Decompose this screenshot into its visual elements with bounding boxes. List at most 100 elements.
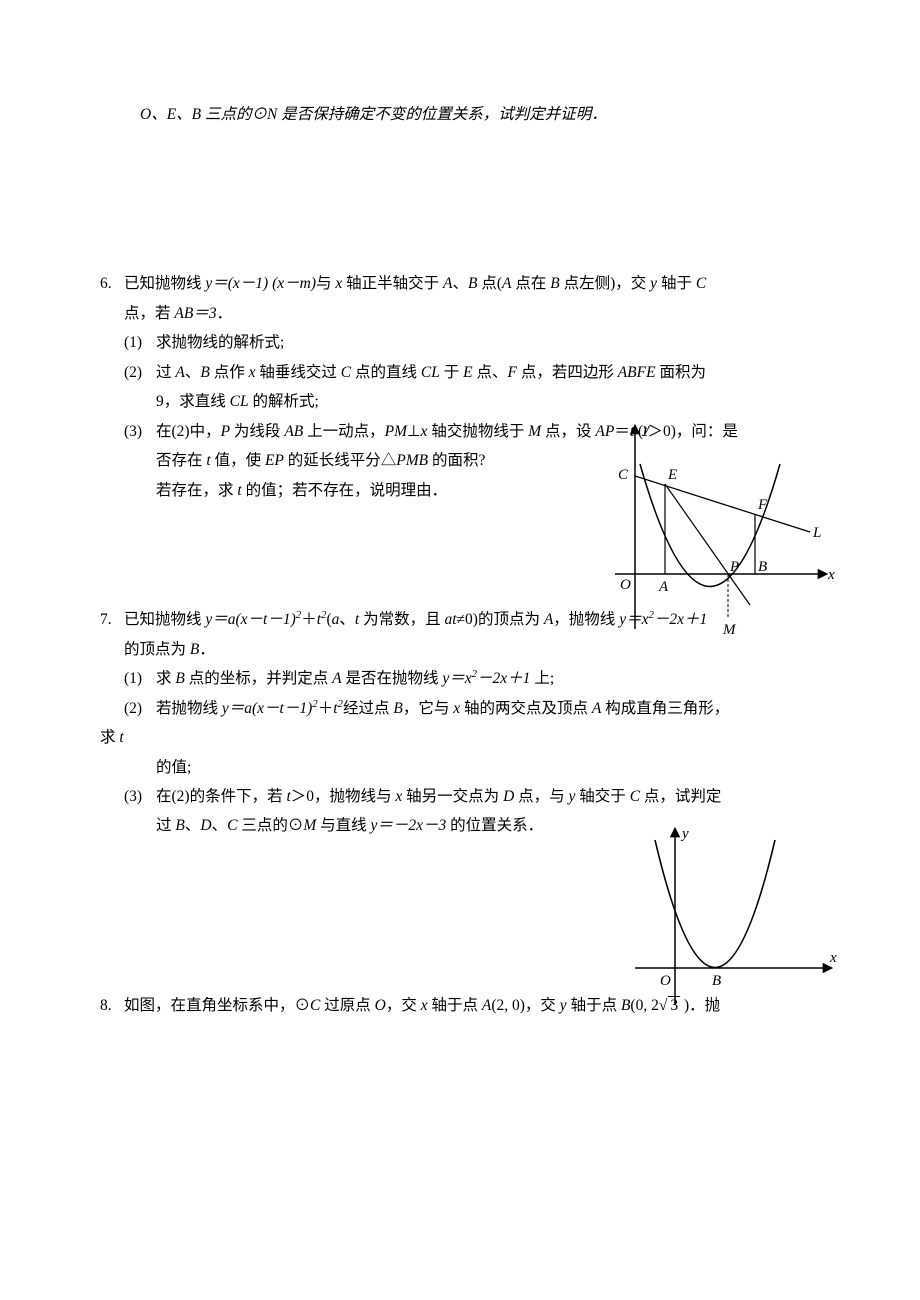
q7-part2-l1: (2) 若抛物线 y＝a(x－t－1)2＋t2经过点 B，它与 x 轴的两交点及… bbox=[124, 694, 820, 724]
sub-text: 求抛物线的解析式; bbox=[156, 328, 820, 357]
t: )．抛 bbox=[680, 997, 720, 1014]
q6-stem-line1: 已知抛物线 y＝(x－1) (x－m)与 x 轴正半轴交于 A、B 点(A 点在… bbox=[124, 269, 820, 298]
t: B bbox=[175, 817, 184, 834]
sqrt-sym: √ bbox=[659, 997, 668, 1014]
q6-part2-l2: 9，求直线 CL 的解析式; bbox=[124, 387, 820, 416]
t: A bbox=[502, 275, 511, 292]
t: 、 bbox=[339, 611, 355, 628]
prob-num-6: 6. bbox=[100, 269, 112, 298]
problem-6: 6. 已知抛物线 y＝(x－1) (x－m)与 x 轴正半轴交于 A、B 点(A… bbox=[100, 269, 820, 505]
t: (0, 2 bbox=[630, 997, 658, 1014]
t: 经过点 bbox=[343, 700, 393, 717]
t: y＝a(x－t－1) bbox=[222, 700, 312, 717]
t: P bbox=[221, 423, 230, 440]
t: ，交 bbox=[386, 997, 421, 1014]
t: 为常数，且 bbox=[359, 611, 444, 628]
t: －2x＋1 bbox=[654, 611, 707, 628]
t: A bbox=[443, 275, 452, 292]
t: ABFE bbox=[618, 364, 656, 381]
t: 的面积? bbox=[428, 452, 485, 469]
lbl-C: C bbox=[618, 467, 629, 483]
t: x bbox=[249, 364, 256, 381]
sub-num: (1) bbox=[124, 328, 156, 357]
sub-text: 求 B 点的坐标，并判定点 A 是否在抛物线 y＝x2－2x＋1 上; bbox=[156, 664, 820, 694]
t: 轴垂线交过 bbox=[256, 364, 341, 381]
t: 点的直线 bbox=[351, 364, 421, 381]
t: AB bbox=[284, 423, 303, 440]
t: ，它与 bbox=[403, 700, 453, 717]
q7-part2-l2: 求 t bbox=[100, 723, 820, 752]
t: F bbox=[507, 364, 516, 381]
t: y＝x bbox=[619, 611, 648, 628]
t: ＋ bbox=[301, 611, 317, 628]
lbl-P: P bbox=[729, 559, 739, 575]
t: 与直线 bbox=[316, 817, 370, 834]
t: 、 bbox=[212, 817, 228, 834]
t: CL bbox=[421, 364, 440, 381]
t: 构成直角三角形， bbox=[601, 700, 729, 717]
q7-stem-l2: 的顶点为 B． bbox=[124, 635, 820, 664]
t: 的延长线平分△ bbox=[284, 452, 396, 469]
t: y＝a(x－t－1) bbox=[205, 611, 295, 628]
q6-stem-line2: 点，若 AB＝3． bbox=[124, 299, 820, 328]
t: ≠0)的顶点为 bbox=[457, 611, 544, 628]
sub-num: (2) bbox=[124, 358, 156, 387]
t: A bbox=[332, 670, 341, 687]
t: y＝(x－1) (x－m) bbox=[205, 275, 316, 292]
problem-8: 8. 如图，在直角坐标系中，⊙C 过原点 O，交 x 轴于点 A(2, 0)，交… bbox=[100, 991, 820, 1020]
sqrt-val: 3 bbox=[668, 996, 680, 1014]
t: 9，求直线 bbox=[156, 393, 230, 410]
sub-num: (3) bbox=[124, 782, 156, 811]
t: O bbox=[375, 997, 386, 1014]
lbl-O7: O bbox=[660, 973, 671, 989]
q7-part2-l3: 的值; bbox=[124, 753, 820, 782]
lbl-x: x bbox=[827, 567, 835, 583]
q7-svg: y x O B bbox=[630, 820, 840, 1010]
t: B bbox=[550, 275, 559, 292]
t: 已知抛物线 bbox=[124, 611, 205, 628]
t: 点的坐标，并判定点 bbox=[185, 670, 332, 687]
t: (2, 0)，交 bbox=[491, 997, 559, 1014]
t: 面积为 bbox=[656, 364, 706, 381]
t: 轴正半轴交于 bbox=[342, 275, 443, 292]
t: 与 bbox=[316, 275, 335, 292]
t: 上一动点， bbox=[303, 423, 384, 440]
t: PM bbox=[385, 423, 407, 440]
q8-stem: 如图，在直角坐标系中，⊙C 过原点 O，交 x 轴于点 A(2, 0)，交 y … bbox=[124, 991, 820, 1020]
t: A bbox=[592, 700, 601, 717]
t: t bbox=[119, 729, 123, 746]
lbl-A: A bbox=[658, 579, 669, 595]
lbl-L: L bbox=[812, 525, 821, 541]
q7-part3-l1: (3) 在(2)的条件下，若 t＞0，抛物线与 x 轴另一交点为 D 点，与 y… bbox=[124, 782, 820, 811]
t: 过 bbox=[156, 364, 175, 381]
t: 点左侧)，交 bbox=[560, 275, 650, 292]
t: 若抛物线 bbox=[156, 700, 222, 717]
t: 过原点 bbox=[320, 997, 374, 1014]
prob-num-8: 8. bbox=[100, 991, 112, 1020]
t: C bbox=[630, 788, 640, 805]
t: 在(2)中， bbox=[156, 423, 221, 440]
problem-7: 7. 已知抛物线 y＝a(x－t－1)2＋t2(a、t 为常数，且 at≠0)的… bbox=[100, 605, 820, 841]
t: E bbox=[463, 364, 472, 381]
t: A bbox=[175, 364, 184, 381]
t: 值，使 bbox=[211, 452, 265, 469]
lbl-E: E bbox=[667, 467, 677, 483]
t: B bbox=[200, 364, 209, 381]
t: 、 bbox=[453, 275, 469, 292]
t: 求 bbox=[100, 729, 119, 746]
lbl-B: B bbox=[758, 559, 767, 575]
t: B bbox=[175, 670, 184, 687]
t: B bbox=[621, 997, 630, 1014]
q7-part1: (1) 求 B 点的坐标，并判定点 A 是否在抛物线 y＝x2－2x＋1 上; bbox=[124, 664, 820, 694]
t: C bbox=[341, 364, 351, 381]
t: 点，若 bbox=[124, 305, 174, 322]
t: C bbox=[696, 275, 706, 292]
t: ． bbox=[199, 641, 215, 658]
t: 于 bbox=[440, 364, 463, 381]
t: B bbox=[393, 700, 402, 717]
t: AB＝3 bbox=[174, 305, 216, 322]
t: 轴于 bbox=[657, 275, 696, 292]
t: 点，试判定 bbox=[640, 788, 721, 805]
t: ⊥ bbox=[407, 423, 421, 440]
t: PMB bbox=[396, 452, 428, 469]
